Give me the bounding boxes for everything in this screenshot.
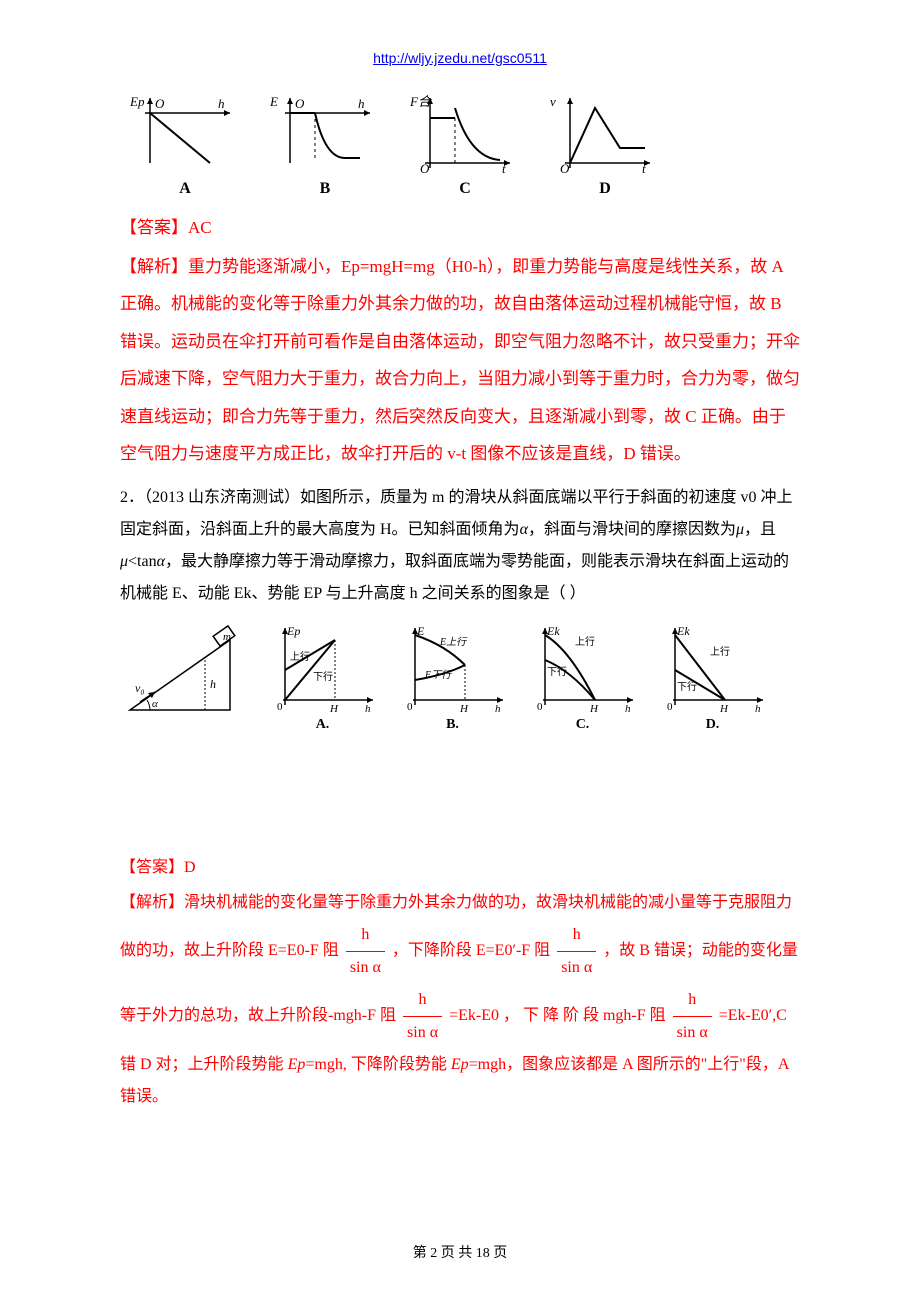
svg-text:O: O [155,96,165,111]
q2-mid3: ，最大静摩擦力等于滑动摩擦力，取斜面底端为零势能面，则能表示滑块在斜面上运动的机… [120,553,789,602]
option-c: Ek 0 H h 上行 下行 C. [525,620,640,733]
axis-d-y: v [550,94,556,109]
svg-text:O: O [420,161,430,176]
frac-2: hsin α [557,919,596,984]
svg-text:上行: 上行 [290,650,310,663]
opt-c-y: Ek [546,624,560,638]
svg-text:下行: 下行 [547,665,567,678]
q2-lt: <tan [128,553,157,570]
chart-row-2: m v₀ h α Ep 0 H h [120,620,800,733]
svg-text:O: O [295,96,305,111]
opt-a-y: Ep [286,624,300,638]
chart-c-label: C [459,180,471,198]
chart-d: v O t D [550,88,660,198]
axis-a-y: Ep [130,94,145,109]
exp2-ep1: Ep [288,1056,306,1073]
chart-a: Ep O h A [130,88,240,198]
opt-d-label: D. [706,717,720,733]
svg-text:下行: 下行 [313,670,333,683]
exp2-l1-eq: =Ek-E0 ， 下 降 阶 段 mgh-F 阻 [449,1008,670,1025]
option-b: E 0 H h E上行 E下行 B. [395,620,510,733]
svg-text:H: H [459,703,469,715]
svg-text:h: h [365,703,371,715]
frac-4: hsin α [673,984,712,1049]
option-a: Ep 0 H h 上行 下行 A. [265,620,380,733]
explanation-1: 【解析】重力势能逐渐减小，Ep=mgH=mg（H0-h），即重力势能与高度是线性… [120,248,800,472]
answer-1: 【答案】AC [120,213,800,238]
explanation-2: 【解析】滑块机械能的变化量等于除重力外其余力做的功，故滑块机械能的减小量等于克服… [120,887,800,1113]
q2-mid1: ，斜面与滑块间的摩擦因数为 [528,521,736,538]
opt-a-label: A. [316,717,330,733]
exp2-ep2: Ep [451,1056,469,1073]
svg-text:0: 0 [537,701,543,713]
svg-text:0: 0 [407,701,413,713]
exp2-l2-mid1: =mgh, 下降阶段势能 [305,1056,450,1073]
svg-text:v₀: v₀ [135,681,145,695]
frac-3: hsin α [403,984,442,1049]
svg-text:h: h [755,703,761,715]
q2-alpha2: α [157,553,165,570]
svg-text:H: H [589,703,599,715]
svg-text:H: H [719,703,729,715]
axis-b-y: E [270,94,278,109]
svg-text:0: 0 [277,701,283,713]
svg-text:下行: 下行 [677,680,697,693]
source-url[interactable]: http://wljy.jzedu.net/gsc0511 [373,50,547,66]
svg-text:E下行: E下行 [424,669,453,681]
svg-text:h: h [625,703,631,715]
opt-c-label: C. [576,717,590,733]
svg-text:E上行: E上行 [439,636,468,648]
answer-2: 【答案】D [120,853,800,877]
frac-1: hsin α [346,919,385,984]
opt-d-y: Ek [676,624,690,638]
axis-c-y: F合 [410,94,433,109]
svg-text:0: 0 [667,701,673,713]
chart-a-label: A [179,180,191,198]
incline-diagram: m v₀ h α [120,620,250,725]
svg-text:m: m [223,631,231,643]
chart-b: E O h B [270,88,380,198]
chart-d-label: D [599,180,611,198]
q2-mu2: μ [120,553,128,570]
axis-d-x: t [642,161,646,176]
svg-text:h: h [210,677,216,691]
opt-b-label: B. [446,717,459,733]
chart-row-1: Ep O h A E O h [120,88,800,198]
svg-text:上行: 上行 [575,635,595,648]
svg-text:α: α [152,698,158,710]
chart-b-label: B [320,180,331,198]
svg-text:h: h [495,703,501,715]
svg-text:H: H [329,703,339,715]
option-d: Ek 0 H h 上行 下行 D. [655,620,770,733]
q2-mu: μ [736,521,744,538]
exp2-l1-mid: ，下降阶段 E=E0′-F 阻 [392,943,550,960]
axis-c-x: t [502,161,506,176]
opt-b-y: E [416,624,425,638]
header-link: http://wljy.jzedu.net/gsc0511 [120,50,800,68]
svg-text:O: O [560,161,570,176]
svg-text:上行: 上行 [710,645,730,658]
q2-alpha1: α [520,521,528,538]
chart-c: F合 O t C [410,88,520,198]
q2-mid2: ，且 [744,521,776,538]
question-2: 2．（2013 山东济南测试）如图所示，质量为 m 的滑块从斜面底端以平行于斜面… [120,482,800,610]
axis-b-x: h [358,96,365,111]
page-footer: 第 2 页 共 18 页 [0,1242,920,1262]
axis-a-x: h [218,96,225,111]
